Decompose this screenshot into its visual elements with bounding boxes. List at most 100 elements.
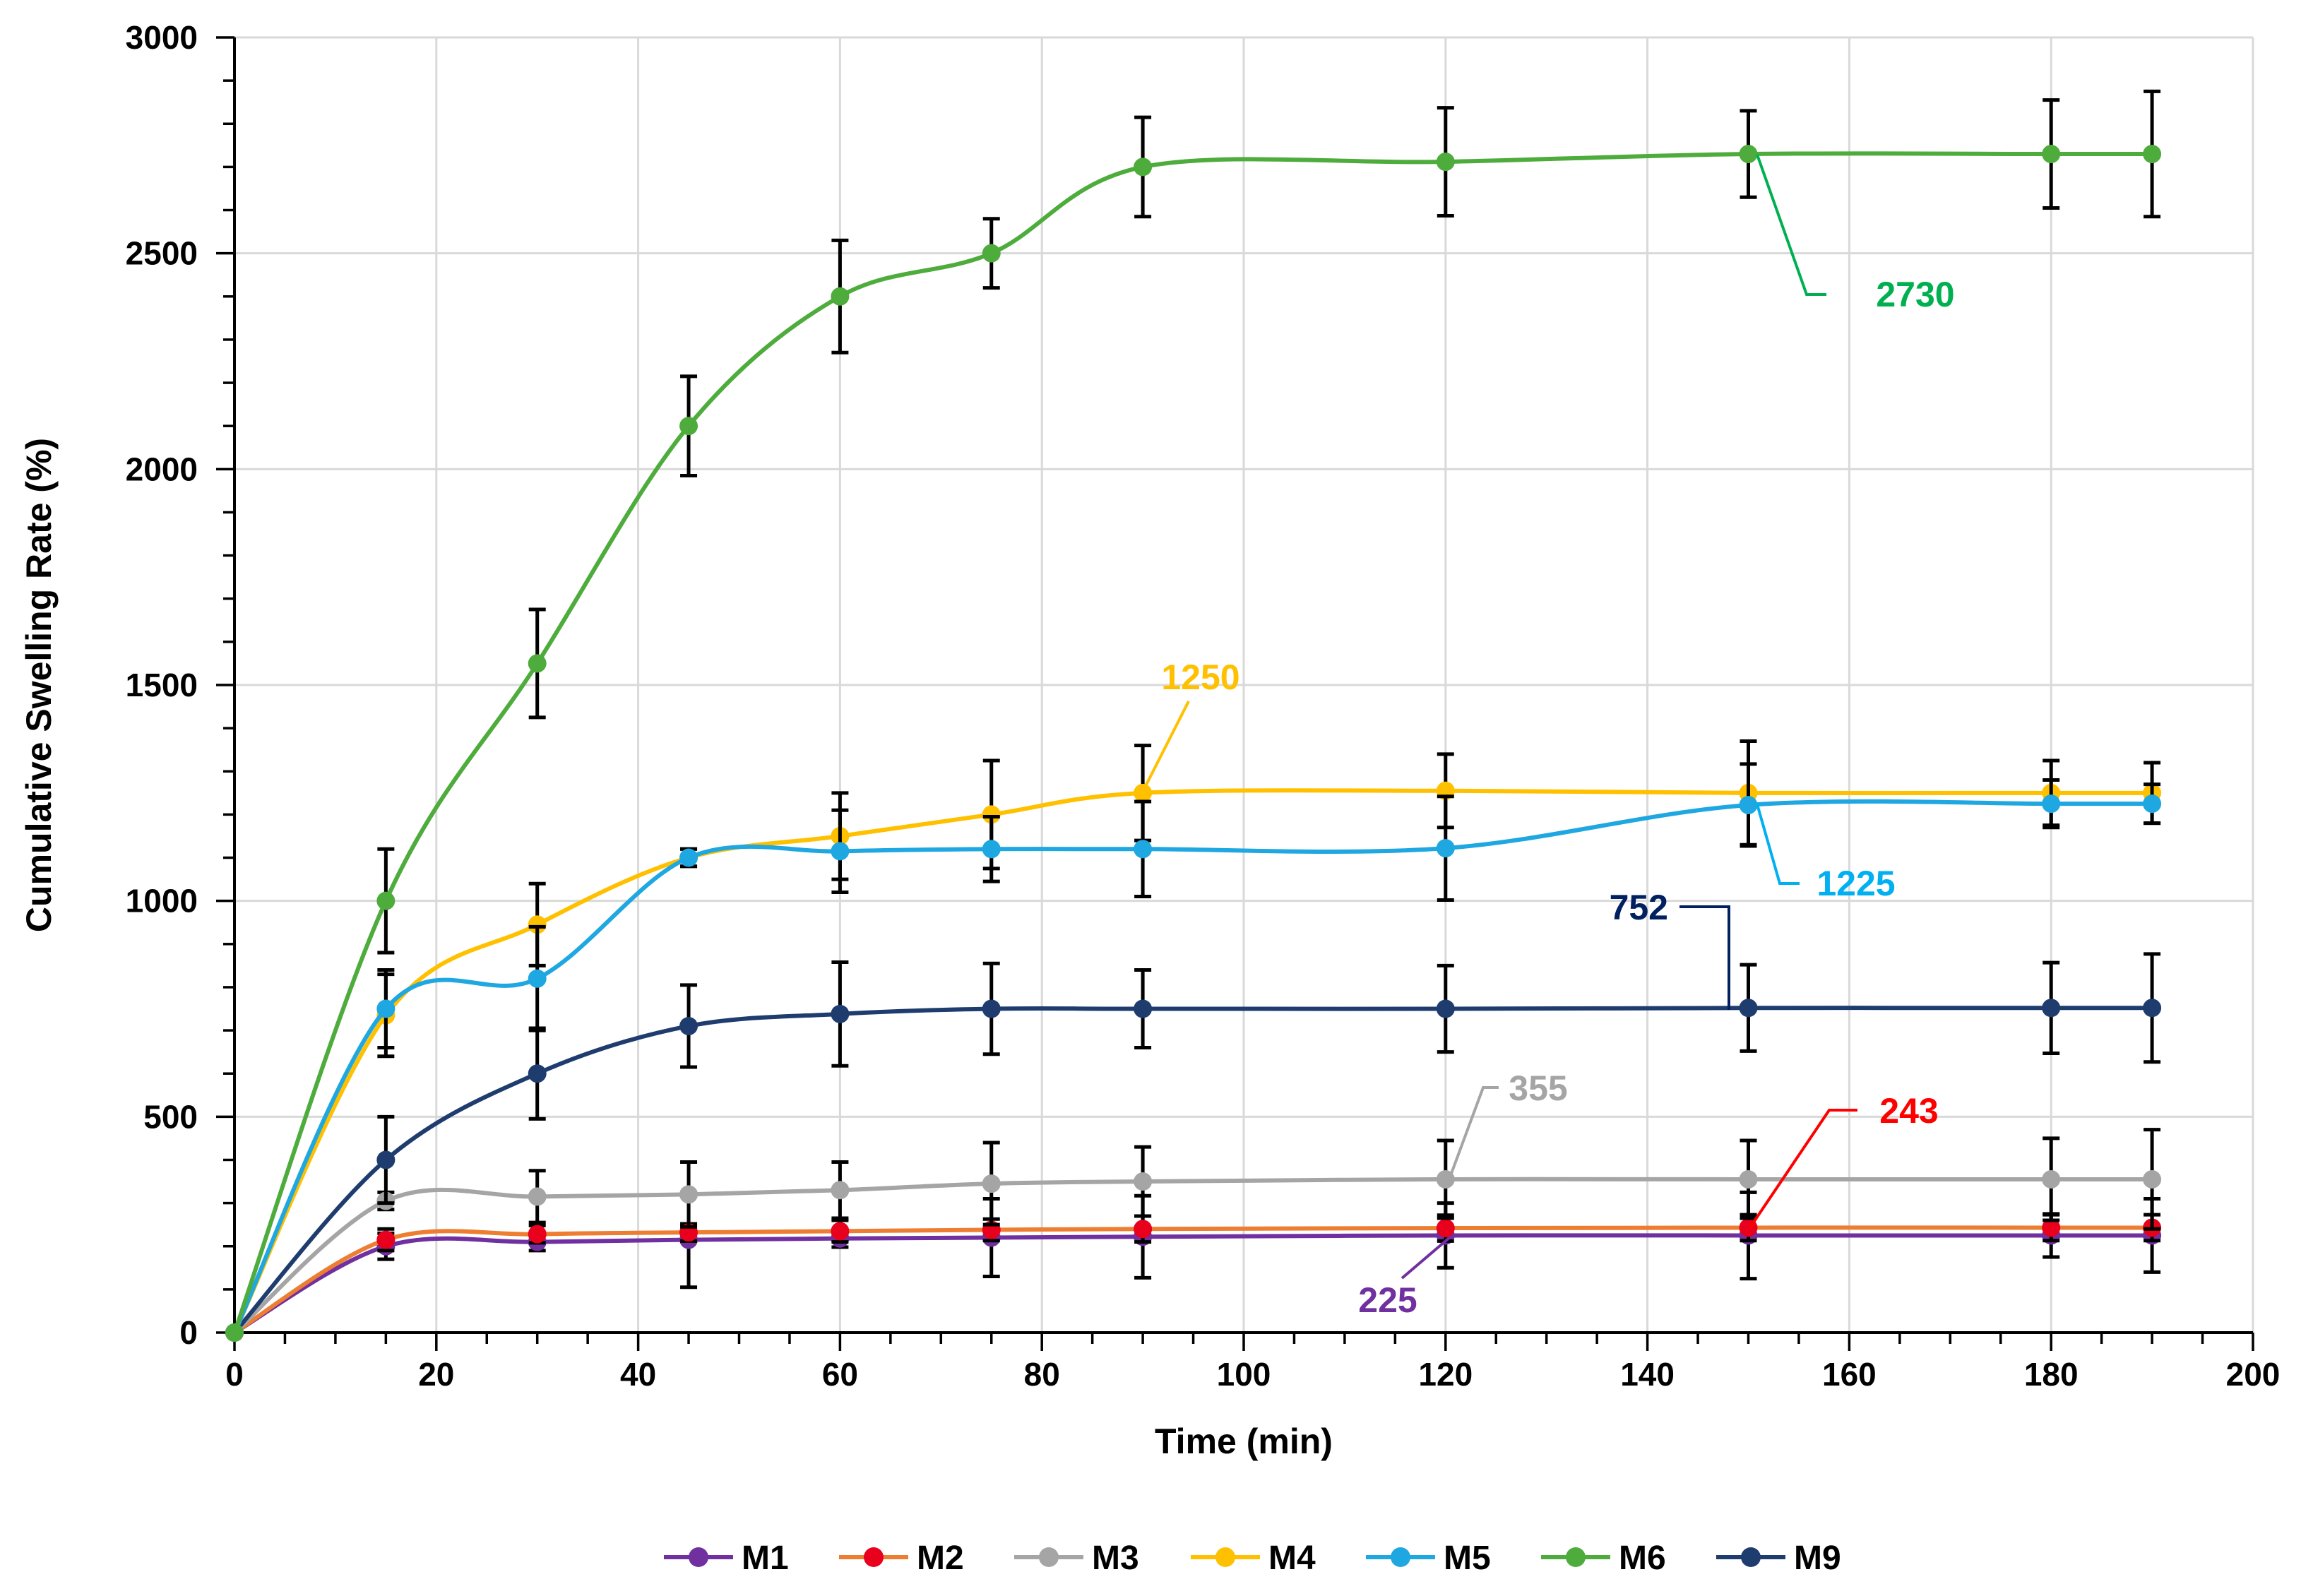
x-tick-label: 160 <box>1822 1356 1877 1393</box>
legend[interactable]: M1 M2 M3 M4 M5 M6 M9 <box>664 1540 1841 1577</box>
data-point <box>679 417 698 436</box>
data-point <box>528 915 547 934</box>
series-layer <box>225 89 2162 1342</box>
x-tick-label: 40 <box>620 1356 656 1393</box>
legend-label: M6 <box>1619 1540 1666 1577</box>
series-m4 <box>225 739 2162 1342</box>
annotation-label-m5: 1225 <box>1817 864 1895 903</box>
y-tick-label: 1000 <box>126 883 198 919</box>
data-point <box>679 848 698 867</box>
data-point <box>1739 795 1758 814</box>
data-point <box>2143 794 2162 814</box>
x-tick-label: 20 <box>418 1356 454 1393</box>
data-point <box>1739 145 1758 164</box>
legend-marker <box>1039 1547 1059 1567</box>
series-line-m2 <box>233 1225 2153 1335</box>
data-point <box>2143 999 2162 1018</box>
legend-label: M9 <box>1794 1540 1841 1577</box>
x-tick-label: 120 <box>1418 1356 1473 1393</box>
legend-item-m4[interactable]: M4 <box>1191 1540 1316 1577</box>
data-point <box>1436 999 1455 1018</box>
legend-item-m3[interactable]: M3 <box>1014 1540 1139 1577</box>
annotation-leader <box>1449 1086 1499 1178</box>
data-point <box>831 842 850 861</box>
data-point <box>528 969 547 988</box>
data-point <box>225 1323 244 1342</box>
grid-lines <box>234 36 2254 1333</box>
legend-item-m9[interactable]: M9 <box>1716 1540 1841 1577</box>
legend-item-m6[interactable]: M6 <box>1541 1540 1666 1577</box>
data-point <box>831 1004 850 1023</box>
data-point <box>1134 1172 1153 1191</box>
y-tick-label: 500 <box>143 1098 198 1135</box>
series-m5 <box>225 762 2162 1342</box>
x-tick-label: 80 <box>1024 1356 1060 1393</box>
annotation-label-m6: 2730 <box>1876 275 1954 314</box>
data-point <box>831 287 850 306</box>
annotation-label-m4: 1250 <box>1161 657 1239 697</box>
legend-item-m5[interactable]: M5 <box>1366 1540 1491 1577</box>
x-axis-title: Time (min) <box>1155 1422 1333 1461</box>
legend-marker <box>1391 1547 1410 1567</box>
data-point <box>2143 145 2162 164</box>
annotation-label-m9: 752 <box>1610 888 1668 927</box>
legend-marker <box>689 1547 708 1567</box>
legend-item-m2[interactable]: M2 <box>839 1540 964 1577</box>
data-point <box>376 1230 396 1249</box>
x-tick-label: 60 <box>822 1356 858 1393</box>
data-point <box>376 1150 396 1169</box>
data-point <box>982 840 1001 859</box>
annotation-leader <box>1756 804 1800 885</box>
annotation-leader <box>1140 701 1190 795</box>
data-point <box>528 1225 547 1244</box>
data-point <box>679 1016 698 1035</box>
data-point <box>982 244 1001 263</box>
legend-marker <box>1741 1547 1761 1567</box>
data-point <box>2042 1218 2061 1237</box>
legend-label: M3 <box>1092 1540 1139 1577</box>
y-tick-label: 0 <box>179 1314 198 1351</box>
annotation-label-m2: 243 <box>1879 1091 1938 1131</box>
legend-label: M1 <box>742 1540 789 1577</box>
series-line-m4 <box>232 788 2153 1334</box>
annotation-label-m3: 355 <box>1509 1068 1567 1108</box>
data-point <box>831 1181 850 1200</box>
legend-label: M5 <box>1444 1540 1491 1577</box>
data-point <box>376 999 396 1018</box>
data-point <box>1739 1169 1758 1189</box>
y-tick-label: 2000 <box>126 451 198 487</box>
series-line-m9 <box>232 1006 2153 1334</box>
x-tick-label: 0 <box>225 1356 244 1393</box>
data-point <box>982 805 1001 824</box>
data-point <box>1436 839 1455 858</box>
data-point <box>528 1187 547 1206</box>
legend-item-m1[interactable]: M1 <box>664 1540 789 1577</box>
annotation-leader <box>1756 154 1826 296</box>
data-point <box>2042 145 2061 164</box>
data-point <box>1134 999 1153 1018</box>
y-tick-label: 1500 <box>126 667 198 703</box>
series-line-m3 <box>233 1177 2153 1335</box>
annotation-leader <box>1749 1109 1857 1229</box>
data-point <box>1134 1220 1153 1239</box>
data-point <box>1436 1219 1455 1238</box>
annotation-leader <box>1679 905 1730 1010</box>
x-tick-label: 140 <box>1620 1356 1675 1393</box>
annotation-label-m1: 225 <box>1358 1280 1417 1320</box>
legend-marker <box>1215 1547 1235 1567</box>
data-point <box>831 1222 850 1241</box>
data-point <box>528 1064 547 1083</box>
data-point <box>1134 840 1153 859</box>
series-line-m6 <box>232 151 2153 1333</box>
data-point <box>2143 1169 2162 1189</box>
axes: 0 20 40 60 80 100 120 140 160 180 2000500100015002… <box>126 19 2281 1393</box>
data-point <box>2042 794 2061 814</box>
data-point <box>2042 999 2061 1018</box>
y-tick-label: 2500 <box>126 235 198 272</box>
x-tick-label: 200 <box>2226 1356 2281 1393</box>
series-m6 <box>225 89 2162 1342</box>
x-tick-label: 180 <box>2024 1356 2079 1393</box>
series-line-m1 <box>233 1233 2153 1335</box>
data-point <box>679 1185 698 1204</box>
data-point <box>1436 153 1455 172</box>
